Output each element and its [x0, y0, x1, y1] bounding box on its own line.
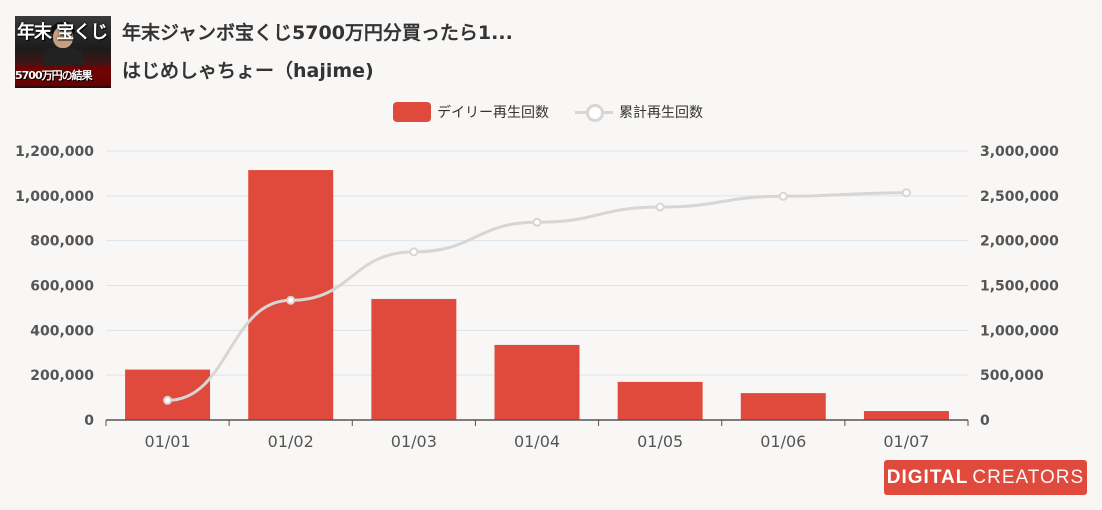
digital-creators-logo: DIGITAL CREATORS: [884, 460, 1087, 495]
y-right-tick-label: 2,000,000: [980, 234, 1059, 250]
bar-daily-views: [125, 369, 211, 420]
legend-daily-label: デイリー再生回数: [437, 105, 549, 121]
y-left-tick-label: 400,000: [30, 323, 94, 339]
bar-daily-views: [740, 393, 826, 420]
y-left-tick-label: 200,000: [30, 368, 94, 384]
bar-daily-views: [617, 381, 703, 420]
point-cumulative-views: [163, 395, 173, 405]
point-cumulative-views: [901, 188, 911, 198]
y-left-tick-label: 800,000: [30, 234, 94, 250]
bar-daily-views: [371, 298, 457, 420]
point-cumulative-views: [778, 191, 788, 201]
thumbnail-caption-bottom: 5700万円の結果: [15, 66, 111, 86]
y-right-tick-label: 3,000,000: [980, 144, 1059, 160]
point-cumulative-views: [409, 247, 419, 257]
x-tick-label: 01/06: [760, 432, 806, 451]
video-thumbnail[interactable]: 年末 宝くじ 5700万円の結果: [15, 16, 111, 88]
thumbnail-caption-top: 年末 宝くじ: [17, 22, 108, 43]
y-left-tick-label: 0: [84, 413, 94, 429]
bar-daily-views: [494, 344, 580, 420]
y-right-tick-label: 500,000: [980, 368, 1044, 384]
x-tick-label: 01/04: [514, 432, 560, 451]
logo-brand-bold: DIGITAL: [886, 466, 969, 488]
x-tick-label: 01/05: [637, 432, 683, 451]
y-right-tick-label: 2,500,000: [980, 189, 1059, 205]
channel-name[interactable]: はじめしゃちょー（hajime): [122, 60, 374, 82]
legend-cumulative-label: 累計再生回数: [619, 105, 703, 121]
chart-legend: デイリー再生回数 累計再生回数: [0, 102, 1102, 126]
thumbnail-person-face: [53, 26, 73, 48]
x-tick-label: 01/02: [268, 432, 314, 451]
x-tick-label: 01/01: [145, 432, 191, 451]
legend-line-swatch: [575, 102, 613, 122]
video-title[interactable]: 年末ジャンボ宝くじ5700万円分買ったら1...: [122, 22, 513, 44]
x-tick-label: 01/03: [391, 432, 437, 451]
legend-item-cumulative[interactable]: 累計再生回数: [575, 102, 703, 122]
x-tick-label: 01/07: [883, 432, 929, 451]
thumbnail-person-body: [43, 48, 83, 70]
y-left-tick-label: 1,000,000: [15, 189, 94, 205]
y-right-tick-label: 0: [980, 413, 990, 429]
y-right-tick-label: 1,500,000: [980, 279, 1059, 295]
point-cumulative-views: [532, 217, 542, 227]
point-cumulative-views: [655, 202, 665, 212]
point-cumulative-views: [286, 295, 296, 305]
logo-brand-light: CREATORS: [972, 466, 1085, 488]
y-left-tick-label: 600,000: [30, 279, 94, 295]
legend-item-daily[interactable]: デイリー再生回数: [393, 102, 549, 122]
y-left-tick-label: 1,200,000: [15, 144, 94, 160]
y-right-tick-label: 1,000,000: [980, 323, 1059, 339]
legend-bar-swatch: [393, 102, 431, 122]
bar-daily-views: [863, 411, 949, 420]
